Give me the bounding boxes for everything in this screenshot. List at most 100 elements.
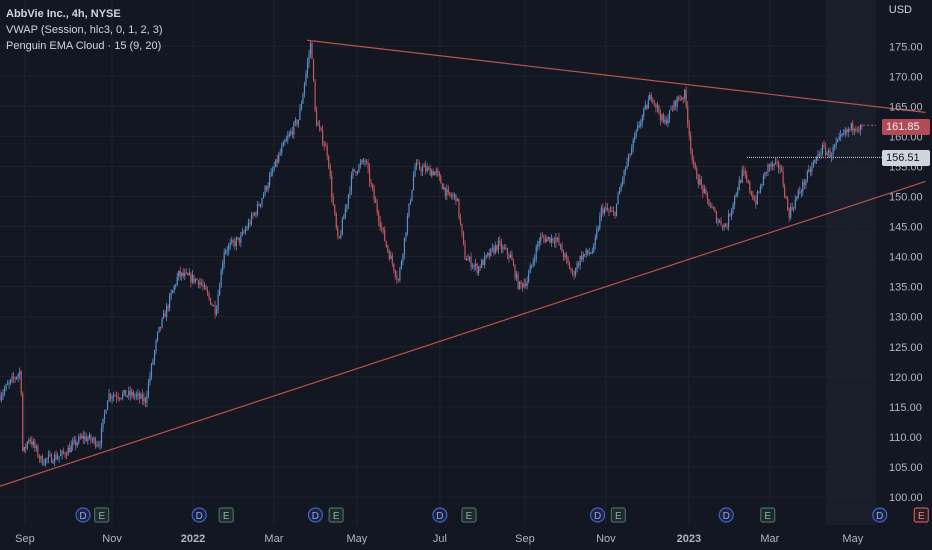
- candle-body: [788, 209, 790, 218]
- candle-body: [13, 376, 15, 379]
- candle-body: [478, 266, 480, 273]
- candle-body: [252, 214, 254, 216]
- earnings-marker[interactable]: [610, 507, 626, 523]
- candle-body: [343, 216, 345, 220]
- currency-label[interactable]: USD: [888, 4, 912, 16]
- y-tick-label: 140.00: [889, 252, 923, 264]
- last-price-tag: 161.85: [882, 119, 930, 135]
- candle-body: [309, 43, 312, 55]
- candle-body: [78, 436, 80, 443]
- candle-body: [470, 257, 472, 268]
- candle-body: [323, 143, 325, 146]
- indicator-ema-cloud[interactable]: Penguin EMA Cloud · 15 (9, 20): [6, 40, 162, 52]
- y-axis[interactable]: 100.00 105.00 110.00 115.00 120.00 125.00 130.…: [889, 41, 923, 504]
- candle-body: [264, 186, 266, 195]
- candle-body: [117, 397, 119, 399]
- candle-body: [661, 114, 663, 121]
- candle-body: [88, 434, 90, 439]
- candle-body: [240, 235, 242, 243]
- candle-body: [487, 252, 489, 256]
- chart-legend: AbbVie Inc., 4h, NYSE VWAP (Session, hlc…: [6, 6, 163, 54]
- candle-body: [564, 254, 566, 258]
- dividend-marker[interactable]: [718, 507, 734, 523]
- candle-body: [69, 447, 71, 453]
- dividend-marker[interactable]: [191, 507, 207, 523]
- candle-body: [571, 271, 574, 272]
- candle-body: [226, 250, 228, 252]
- candle-body: [821, 145, 824, 153]
- candle-body: [450, 195, 452, 197]
- candle-body: [467, 259, 469, 261]
- candle-body: [693, 160, 695, 164]
- candle-body: [743, 170, 745, 172]
- candle-body: [99, 444, 101, 446]
- candle-body: [600, 207, 602, 216]
- candle-body: [217, 294, 219, 310]
- dividend-marker[interactable]: [432, 507, 448, 523]
- grid: [0, 0, 876, 525]
- candle-body: [344, 208, 346, 217]
- candle-body: [159, 326, 162, 328]
- candle-body: [764, 171, 766, 176]
- candle-body: [811, 166, 813, 173]
- candle-body: [503, 247, 506, 249]
- candle-body: [376, 202, 378, 213]
- candle-body: [855, 128, 857, 130]
- indicator-vwap[interactable]: VWAP (Session, hlc3, 0, 1, 2, 3): [6, 24, 163, 36]
- candle-body: [300, 103, 303, 109]
- candle-body: [681, 98, 683, 100]
- candle-body: [653, 102, 655, 104]
- y-tick-label: 175.00: [889, 41, 923, 53]
- candle-body: [175, 284, 177, 286]
- candle-body: [532, 261, 534, 265]
- dividend-marker[interactable]: [75, 507, 91, 523]
- dividend-marker[interactable]: [589, 507, 606, 523]
- dividend-marker[interactable]: [307, 507, 323, 523]
- candle-body: [20, 371, 22, 394]
- earnings-marker[interactable]: [760, 507, 776, 523]
- earnings-marker[interactable]: [218, 507, 234, 523]
- earnings-marker[interactable]: [328, 507, 344, 523]
- candle-body: [103, 413, 106, 419]
- earnings-marker[interactable]: [913, 507, 929, 523]
- trendline[interactable]: [307, 39, 926, 113]
- candle-body: [238, 237, 240, 243]
- candle-body: [202, 284, 204, 287]
- candle-body: [11, 376, 13, 380]
- candle-body: [109, 393, 112, 399]
- candle-body: [617, 194, 619, 204]
- candle-body: [290, 131, 292, 134]
- dividend-marker[interactable]: [872, 507, 888, 523]
- candle-body: [525, 283, 527, 287]
- candle-body: [584, 254, 586, 255]
- candle-body: [793, 207, 795, 209]
- candle-body: [35, 446, 37, 448]
- earnings-marker[interactable]: [94, 507, 110, 523]
- candle-body: [384, 230, 386, 242]
- trendline[interactable]: [0, 180, 926, 487]
- candle-body: [609, 210, 612, 212]
- candle-body: [576, 263, 578, 271]
- symbol-title[interactable]: AbbVie Inc., 4h, NYSE: [6, 8, 121, 20]
- candle-body: [425, 165, 427, 172]
- candle-body: [709, 205, 712, 208]
- candle-body: [521, 283, 524, 288]
- candle-body: [746, 174, 748, 181]
- candle-body: [364, 161, 366, 163]
- candle-body: [720, 220, 722, 226]
- candle-body: [352, 168, 354, 176]
- candle-body: [181, 272, 183, 277]
- candle-body: [222, 264, 224, 271]
- reference-price-tag: 156.51: [882, 150, 930, 166]
- candle-body: [43, 464, 45, 466]
- earnings-marker[interactable]: [461, 507, 477, 523]
- candle-body: [119, 398, 121, 399]
- candle-body: [473, 265, 475, 267]
- candle-body: [196, 278, 198, 281]
- candle-body: [47, 455, 50, 459]
- candle-body: [63, 451, 65, 454]
- x-axis[interactable]: Sep Nov 2022 Mar May Jul Sep Nov 2023 Mar May: [15, 533, 864, 545]
- candle-body: [762, 175, 765, 186]
